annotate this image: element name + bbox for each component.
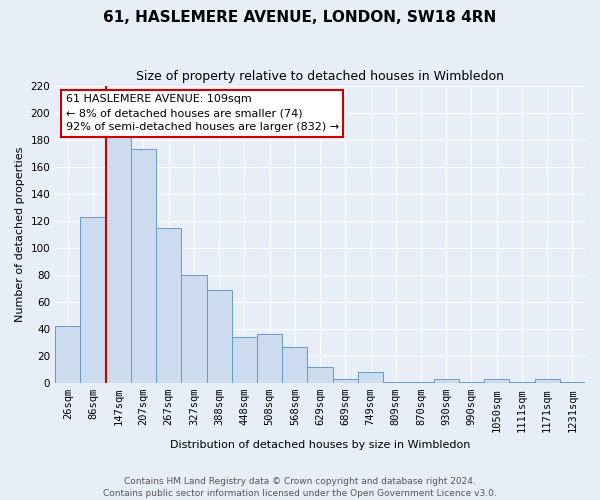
Y-axis label: Number of detached properties: Number of detached properties <box>15 146 25 322</box>
Bar <box>560 382 585 383</box>
Text: 61 HASLEMERE AVENUE: 109sqm
← 8% of detached houses are smaller (74)
92% of semi: 61 HASLEMERE AVENUE: 109sqm ← 8% of deta… <box>66 94 339 132</box>
Bar <box>282 346 307 383</box>
Bar <box>332 379 358 383</box>
Bar <box>307 367 332 383</box>
Bar <box>206 290 232 383</box>
Bar <box>156 228 181 383</box>
Bar <box>131 149 156 383</box>
Bar <box>232 337 257 383</box>
Bar <box>80 216 106 383</box>
Bar <box>383 382 409 383</box>
Text: Contains HM Land Registry data © Crown copyright and database right 2024.
Contai: Contains HM Land Registry data © Crown c… <box>103 476 497 498</box>
Bar <box>257 334 282 383</box>
Bar <box>358 372 383 383</box>
Bar <box>459 382 484 383</box>
Bar <box>434 379 459 383</box>
Bar <box>181 275 206 383</box>
Bar <box>535 379 560 383</box>
X-axis label: Distribution of detached houses by size in Wimbledon: Distribution of detached houses by size … <box>170 440 470 450</box>
Title: Size of property relative to detached houses in Wimbledon: Size of property relative to detached ho… <box>136 70 504 83</box>
Text: 61, HASLEMERE AVENUE, LONDON, SW18 4RN: 61, HASLEMERE AVENUE, LONDON, SW18 4RN <box>103 10 497 25</box>
Bar <box>509 382 535 383</box>
Bar <box>55 326 80 383</box>
Bar <box>484 379 509 383</box>
Bar <box>409 382 434 383</box>
Bar <box>106 134 131 383</box>
